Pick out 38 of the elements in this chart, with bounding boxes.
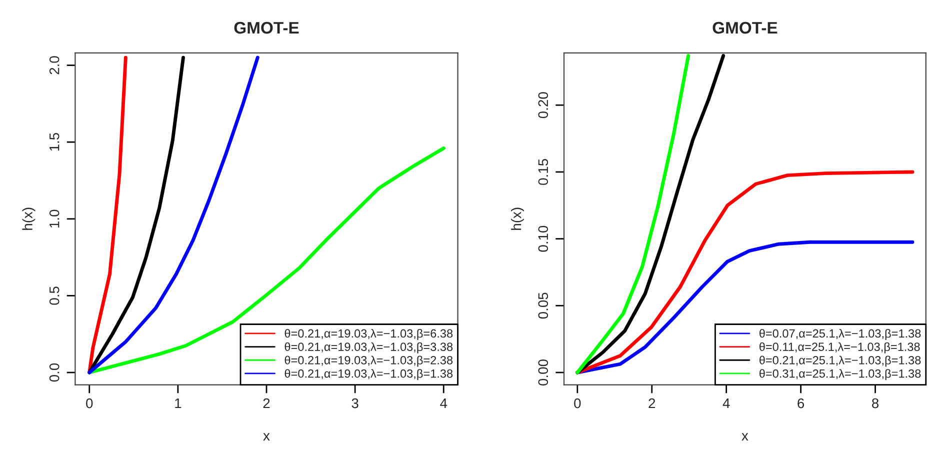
y-tick-label: 0.10 xyxy=(538,226,548,252)
y-tick-label: 0.20 xyxy=(538,92,548,118)
legend-label: θ=0.21,α=19.03,λ=−1.03,β=1.38 xyxy=(284,369,453,380)
x-tick-label: 1 xyxy=(175,398,182,408)
x-axis-title: x xyxy=(263,433,270,440)
line-series xyxy=(576,54,690,374)
legend-label: θ=0.21,α=19.03,λ=−1.03,β=2.38 xyxy=(284,356,453,367)
line-series xyxy=(88,56,185,374)
legend-label: θ=0.21,α=25.1,λ=−1.03,β=1.38 xyxy=(759,356,921,367)
x-tick-label: 0 xyxy=(574,398,581,408)
chart-title: GMOT-E xyxy=(234,22,299,34)
x-axis-title: x xyxy=(742,433,748,440)
y-axis-title: h(x) xyxy=(511,208,524,230)
x-tick-label: 6 xyxy=(798,398,804,408)
x-tick-label: 3 xyxy=(352,398,358,408)
y-tick-label: 1.5 xyxy=(50,133,60,151)
y-axis-title: h(x) xyxy=(22,208,36,230)
legend-label: θ=0.21,α=19.03,λ=−1.03,β=6.38 xyxy=(284,328,453,340)
y-tick-label: 1.0 xyxy=(49,210,60,228)
x-tick-label: 0 xyxy=(86,398,93,408)
x-tick-label: 4 xyxy=(722,398,730,408)
y-tick-label: 0.05 xyxy=(538,292,548,319)
line-series xyxy=(88,56,260,374)
chart-title: GMOT-E xyxy=(712,22,778,34)
legend-label: θ=0.21,α=19.03,λ=−1.03,β=3.38 xyxy=(284,342,453,354)
x-tick-label: 4 xyxy=(440,398,448,408)
x-tick-label: 2 xyxy=(648,398,656,408)
legend-label: θ=0.11,α=25.1,λ=−1.03,β=1.38 xyxy=(759,342,920,354)
y-tick-label: 2.0 xyxy=(49,56,60,74)
y-tick-label: 0.0 xyxy=(49,363,60,382)
line-series xyxy=(576,54,726,374)
legend-label: θ=0.07,α=25.1,λ=−1.03,β=1.38 xyxy=(759,328,921,340)
x-tick-label: 8 xyxy=(872,398,879,408)
y-tick-label: 0.00 xyxy=(538,360,548,386)
x-tick-label: 2 xyxy=(263,398,270,408)
legend-label: θ=0.31,α=25.1,λ=−1.03,β=1.38 xyxy=(759,369,921,380)
y-tick-label: 0.5 xyxy=(49,286,60,305)
y-tick-label: 0.15 xyxy=(538,159,548,185)
